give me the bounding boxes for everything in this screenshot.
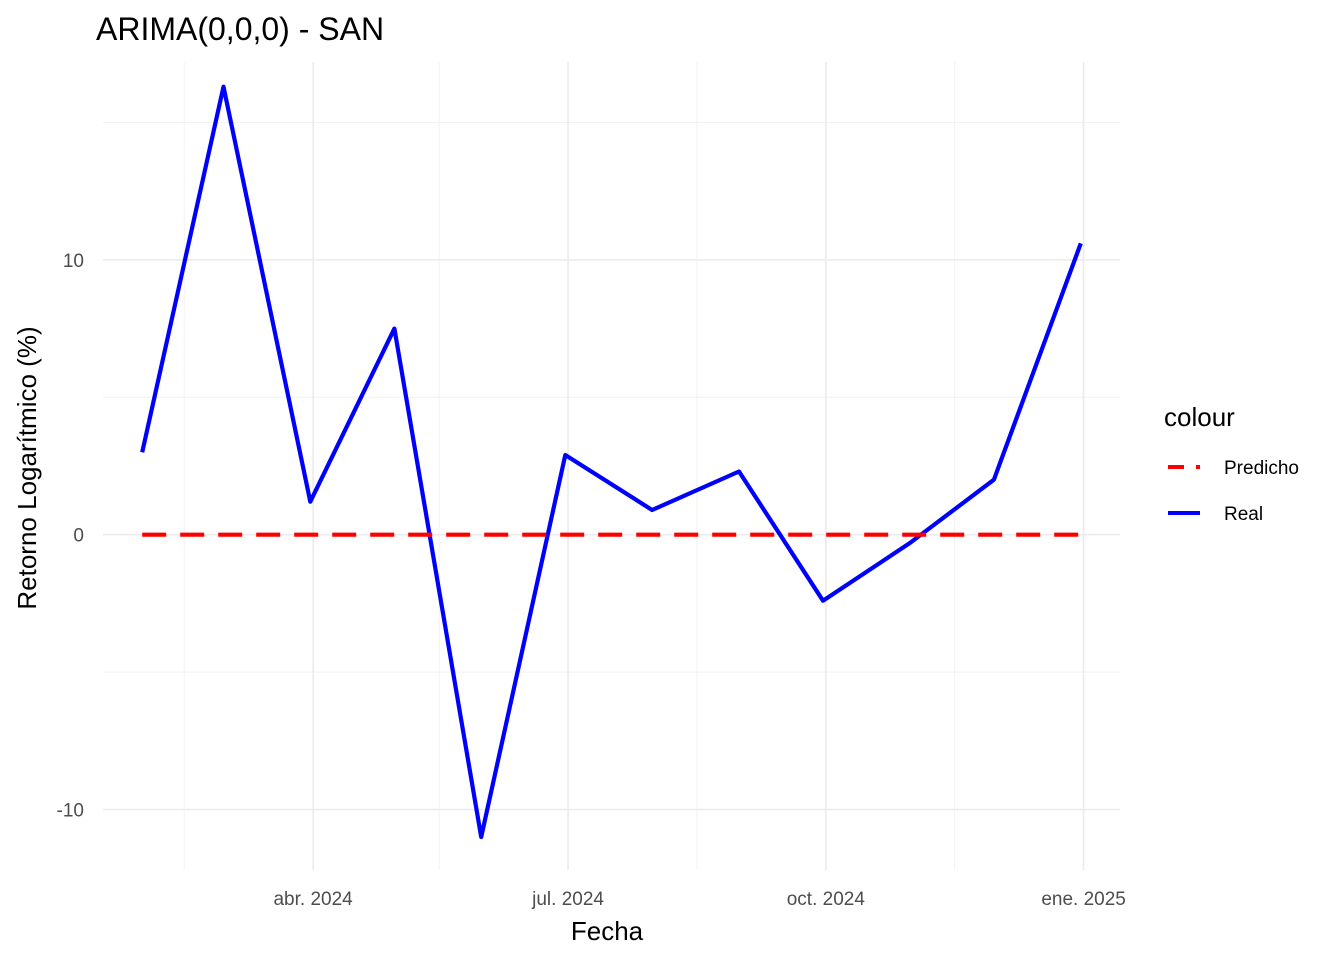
x-tick-label: jul. 2024	[531, 889, 604, 910]
chart-title: ARIMA(0,0,0) - SAN	[96, 11, 384, 47]
series-line-real	[140, 84, 1083, 840]
legend: colour Predicho Real	[1164, 402, 1299, 525]
series-layer	[140, 84, 1083, 840]
legend-label-predicho: Predicho	[1224, 458, 1299, 479]
x-tick-label: oct. 2024	[787, 889, 866, 910]
legend-title: colour	[1164, 402, 1235, 432]
y-tick-label: -10	[57, 801, 84, 822]
x-tick-label: abr. 2024	[273, 889, 353, 910]
y-tick-label: 0	[73, 526, 84, 547]
y-axis-title: Retorno Logarítmico (%)	[12, 326, 42, 609]
major-gridlines	[103, 62, 1120, 870]
y-tick-label: 10	[63, 251, 84, 272]
x-axis-title: Fecha	[571, 916, 644, 946]
x-tick-label: ene. 2025	[1041, 889, 1126, 910]
x-axis-ticks: abr. 2024 jul. 2024 oct. 2024 ene. 2025	[273, 889, 1125, 910]
legend-label-real: Real	[1224, 504, 1263, 525]
minor-gridlines	[103, 62, 1120, 870]
y-axis-ticks: -10 0 10	[57, 251, 84, 822]
